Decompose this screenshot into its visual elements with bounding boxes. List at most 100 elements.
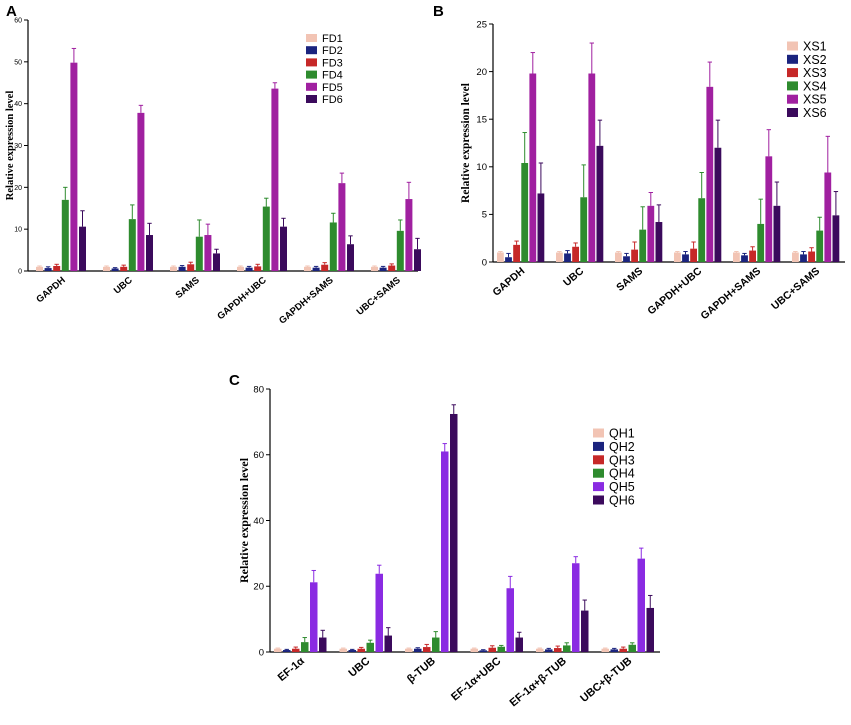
y-tick-label: 20 (476, 67, 487, 78)
bar-qh6-2 (384, 635, 392, 652)
bar-qh6-1 (319, 637, 327, 652)
bar-fd1-6 (371, 266, 378, 271)
category-label: SAMS (174, 275, 202, 301)
bar-qh5-5 (572, 563, 580, 652)
bar-fd2-6 (379, 267, 387, 271)
bar-qh4-1 (301, 642, 309, 652)
legend-label: XS3 (803, 66, 827, 80)
legend-label: FD3 (322, 57, 343, 69)
bar-fd5-3 (204, 235, 212, 271)
bar-xs5-5 (765, 156, 773, 262)
bar-xs5-1 (529, 73, 537, 262)
bar-qh1-3 (405, 648, 413, 652)
legend-swatch (787, 94, 798, 104)
bar-fd1-1 (36, 266, 43, 271)
panel-letter: A (6, 3, 17, 20)
legend-swatch (593, 428, 604, 438)
legend-label: FD4 (322, 70, 343, 82)
bar-xs2-5 (741, 255, 748, 262)
bar-xs6-1 (537, 193, 545, 262)
bar-qh5-4 (506, 588, 514, 652)
bar-fd3-2 (120, 266, 128, 271)
y-tick-label: 50 (14, 59, 22, 66)
legend-swatch (787, 81, 798, 91)
bar-xs4-4 (698, 198, 706, 262)
category-label: GAPDH+SAMS (699, 265, 764, 322)
bar-fd5-6 (405, 199, 413, 271)
bar-qh1-6 (601, 648, 609, 652)
bar-qh5-6 (637, 558, 645, 652)
bar-xs4-5 (757, 223, 765, 262)
chart-panel-a: A 0 10 20 30 40 50 60 Relative expression level G… (5, 3, 421, 327)
bar-qh6-5 (581, 610, 589, 652)
bar-fd3-3 (187, 264, 195, 271)
y-tick-label: 60 (14, 17, 22, 24)
legend-label: QH5 (609, 480, 635, 494)
category-label: GAPDH (490, 265, 527, 299)
y-tick-label: 80 (253, 384, 264, 395)
y-tick-label: 20 (14, 185, 22, 192)
legend-swatch (787, 68, 798, 78)
y-tick-label: 20 (253, 582, 264, 593)
bar-fd2-3 (178, 266, 186, 271)
category-label: GAPDH+SAMS (277, 275, 336, 327)
bar-qh6-6 (646, 607, 654, 652)
y-tick-label: 40 (14, 101, 22, 108)
y-tick-label: 25 (476, 19, 487, 30)
chart-panel-b: B 0 5 10 15 20 25 Relative expression level GAPD… (433, 3, 845, 322)
bar-xs6-4 (714, 147, 722, 262)
legend-label: XS2 (803, 53, 827, 67)
category-label: GAPDH+UBC (645, 265, 704, 317)
bar-xs3-6 (808, 251, 815, 262)
bar-fd6-4 (280, 226, 287, 271)
bar-fd2-4 (245, 267, 253, 271)
bar-qh3-2 (357, 648, 365, 652)
legend-swatch (593, 468, 604, 478)
legend-swatch (306, 95, 317, 103)
category-label: UBC (112, 275, 135, 297)
bar-qh1-4 (470, 648, 478, 652)
bar-fd4-5 (329, 222, 337, 271)
bar-qh4-2 (366, 642, 374, 652)
bar-xs2-4 (682, 254, 689, 262)
bar-fd6-5 (347, 244, 354, 271)
legend-swatch (593, 482, 604, 492)
y-tick-label: 0 (482, 257, 487, 268)
bar-fd5-1 (70, 62, 78, 271)
bar-qh6-4 (515, 637, 523, 652)
bar-qh4-3 (432, 637, 440, 652)
legend-swatch (306, 82, 317, 91)
bar-xs3-2 (572, 246, 579, 262)
bar-fd6-3 (213, 253, 220, 271)
legend-swatch (306, 58, 317, 67)
y-tick-label: 5 (482, 210, 487, 221)
bar-fd1-2 (103, 266, 110, 271)
bar-xs2-2 (564, 253, 571, 262)
bar-xs1-3 (615, 252, 622, 262)
bar-xs2-3 (623, 256, 630, 262)
legend-label: QH1 (609, 427, 635, 441)
chart-panel-c: C 0 20 40 60 80 Relative expression level EF-1α… (229, 372, 660, 709)
y-axis-label: Relative expression level (460, 83, 472, 203)
legend-label: XS5 (803, 93, 827, 107)
bar-qh6-3 (450, 413, 458, 652)
bar-qh5-1 (310, 582, 318, 652)
category-label: β-TUB (405, 655, 438, 685)
category-label: UBC+SAMS (769, 265, 822, 312)
bar-xs6-6 (832, 215, 840, 262)
bar-xs5-3 (647, 205, 655, 262)
bar-xs3-1 (513, 244, 520, 262)
bar-fd4-2 (128, 219, 136, 271)
bar-xs1-1 (497, 252, 504, 262)
bar-fd3-6 (388, 265, 396, 271)
category-label: GAPDH (34, 275, 67, 306)
bar-qh2-1 (283, 650, 291, 652)
bar-fd1-5 (304, 266, 311, 271)
bar-fd4-1 (61, 199, 69, 271)
category-label: EF-1α+β-TUB (508, 655, 569, 709)
category-label: UBC (346, 655, 372, 680)
legend-label: XS4 (803, 79, 827, 93)
bar-qh2-4 (479, 650, 487, 652)
